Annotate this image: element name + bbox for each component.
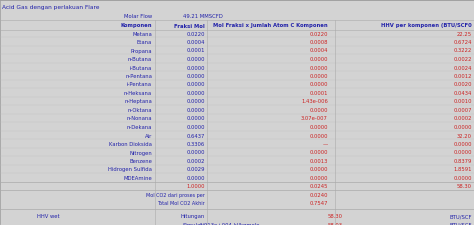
Text: n-Butana: n-Butana [128,57,152,62]
Text: n-Heptana: n-Heptana [124,99,152,104]
Text: 0.0000: 0.0000 [186,124,205,129]
Text: 0.0008: 0.0008 [310,40,328,45]
Text: 0.0004: 0.0004 [186,40,205,45]
Text: 0.0004: 0.0004 [310,48,328,53]
Text: 0.0000: 0.0000 [310,150,328,155]
Text: Acid Gas dengan perlakuan Flare: Acid Gas dengan perlakuan Flare [2,4,100,9]
Text: 0.0000: 0.0000 [310,167,328,172]
Text: 0.0220: 0.0220 [310,31,328,36]
Text: 22.25: 22.25 [457,31,472,36]
Text: 0.0000: 0.0000 [186,108,205,112]
Text: 0.3222: 0.3222 [454,48,472,53]
Text: 0.0001: 0.0001 [186,48,205,53]
Text: 0.0000: 0.0000 [186,65,205,70]
Text: 0.0000: 0.0000 [310,133,328,138]
Text: 0.0002: 0.0002 [186,158,205,163]
Text: HHV per komponen (BTU/SCF0: HHV per komponen (BTU/SCF0 [381,23,472,28]
Text: n-Nonana: n-Nonana [127,116,152,121]
Text: Karbon Dioksida: Karbon Dioksida [109,141,152,146]
Text: 0.0002: 0.0002 [454,116,472,121]
Text: 0.0000: 0.0000 [186,175,205,180]
Text: 0.0022: 0.0022 [454,57,472,62]
Text: 49.21 MMSCFD: 49.21 MMSCFD [183,14,223,18]
Text: Benzene: Benzene [129,158,152,163]
Text: 0.0220: 0.0220 [186,31,205,36]
Text: Metana: Metana [132,31,152,36]
Text: 0.0024: 0.0024 [454,65,472,70]
Text: 0.0000: 0.0000 [310,57,328,62]
Text: n-Dekana: n-Dekana [127,124,152,129]
Text: 0.0007: 0.0007 [454,108,472,112]
Text: 0.0013: 0.0013 [310,158,328,163]
Text: 58.30: 58.30 [328,213,343,218]
Text: 0.0020: 0.0020 [454,82,472,87]
Text: MDEAmine: MDEAmine [123,175,152,180]
Text: 0.0000: 0.0000 [186,150,205,155]
Text: HHV wet: HHV wet [37,213,60,218]
Text: 0.0000: 0.0000 [186,74,205,79]
Text: 58.30: 58.30 [457,184,472,189]
Text: BTU/SCF: BTU/SCF [449,213,472,218]
Text: n-Pentana: n-Pentana [125,74,152,79]
Text: 0.0000: 0.0000 [310,124,328,129]
Text: 1.43e-006: 1.43e-006 [301,99,328,104]
Text: n-Oktana: n-Oktana [128,108,152,112]
Text: 1.8591: 1.8591 [454,167,472,172]
Text: 0.0000: 0.0000 [310,65,328,70]
Text: 0.0000: 0.0000 [454,175,472,180]
Text: 0.0245: 0.0245 [310,184,328,189]
Text: Hidrogen Sulfida: Hidrogen Sulfida [108,167,152,172]
Text: 0.0000: 0.0000 [454,124,472,129]
Text: Etana: Etana [137,40,152,45]
Text: Simulasi: Simulasi [182,222,205,225]
Text: Mol CO2 dari proses per: Mol CO2 dari proses per [146,192,205,197]
Text: Propana: Propana [130,48,152,53]
Text: 0.0000: 0.0000 [186,82,205,87]
Text: Nitrogen: Nitrogen [129,150,152,155]
Text: Hitungan: Hitungan [181,213,205,218]
Text: 0.0000: 0.0000 [310,82,328,87]
Text: 0.0000: 0.0000 [454,141,472,146]
Text: 0.6724: 0.6724 [454,40,472,45]
Text: 32.20: 32.20 [457,133,472,138]
Text: 0.0000: 0.0000 [186,57,205,62]
Text: 0.0012: 0.0012 [454,74,472,79]
Text: 0.7547: 0.7547 [310,201,328,206]
Text: Total Mol CO2 Akhir: Total Mol CO2 Akhir [157,201,205,206]
Text: BTU/SCF: BTU/SCF [449,222,472,225]
Text: 0.0434: 0.0434 [454,91,472,96]
Text: 0.0000: 0.0000 [186,99,205,104]
Text: Mol Fraksi x Jumlah Atom C Komponen: Mol Fraksi x Jumlah Atom C Komponen [213,23,328,28]
Text: Molar Flow: Molar Flow [124,14,152,18]
Text: 0.0001: 0.0001 [310,91,328,96]
Text: 0.3306: 0.3306 [187,141,205,146]
Text: 0.0000: 0.0000 [454,150,472,155]
Text: Fraksi Mol: Fraksi Mol [174,23,205,28]
Text: i-Pentana: i-Pentana [127,82,152,87]
Text: 1.0000: 1.0000 [186,184,205,189]
Text: 58.03: 58.03 [328,222,343,225]
Text: 0.0029: 0.0029 [186,167,205,172]
Text: 0.0000: 0.0000 [310,74,328,79]
Text: Air: Air [145,133,152,138]
Text: 0.0000: 0.0000 [186,116,205,121]
Text: n-Heksana: n-Heksana [124,91,152,96]
Text: —: — [323,141,328,146]
Text: 0.0000: 0.0000 [186,91,205,96]
Text: Komponen: Komponen [120,23,152,28]
Text: 3.07e-007: 3.07e-007 [301,116,328,121]
Text: i-Butana: i-Butana [130,65,152,70]
Text: 0.8379: 0.8379 [454,158,472,163]
Text: 0.0000: 0.0000 [310,175,328,180]
Text: 0.0240: 0.0240 [310,192,328,197]
Text: 0.6437: 0.6437 [187,133,205,138]
Text: 0.0010: 0.0010 [454,99,472,104]
Text: 4.913e+004 kJ/kgmole: 4.913e+004 kJ/kgmole [200,222,260,225]
Text: 0.0000: 0.0000 [310,108,328,112]
